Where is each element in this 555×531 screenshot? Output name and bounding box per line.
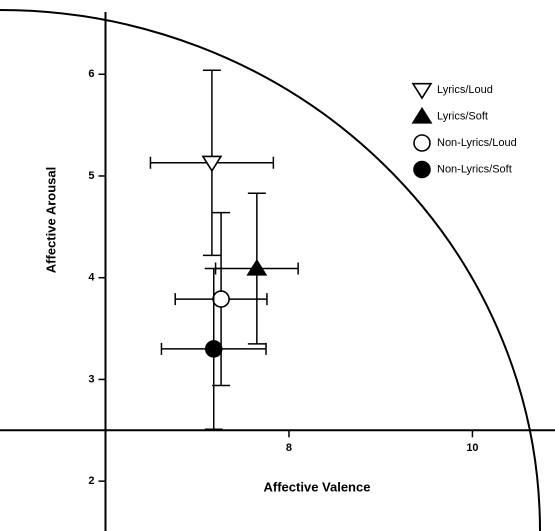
marker: [204, 340, 223, 358]
marker: [212, 290, 230, 308]
quarter-arc: [0, 9, 541, 531]
marker: [411, 82, 433, 100]
y-axis-title: Affective Arousal: [43, 167, 58, 273]
y-tick-label: 5: [88, 170, 94, 182]
y-tick-label: 3: [88, 373, 94, 385]
legend-label: Lyrics/Loud: [437, 84, 493, 96]
marker: [246, 258, 268, 276]
x-axis-title: Affective Valence: [264, 479, 371, 494]
marker: [413, 134, 431, 152]
y-tick-label: 6: [88, 68, 94, 80]
marker: [411, 106, 433, 124]
y-tick-label: 4: [88, 272, 95, 284]
y-tick-label: 2: [88, 475, 94, 487]
marker: [413, 160, 431, 179]
legend-label: Non-Lyrics/Loud: [437, 137, 517, 149]
x-tick-label: 8: [286, 442, 292, 454]
x-tick-label: 10: [466, 442, 478, 454]
legend-label: Non-Lyrics/Soft: [437, 163, 512, 175]
legend-label: Lyrics/Soft: [437, 110, 488, 122]
marker: [201, 155, 223, 173]
